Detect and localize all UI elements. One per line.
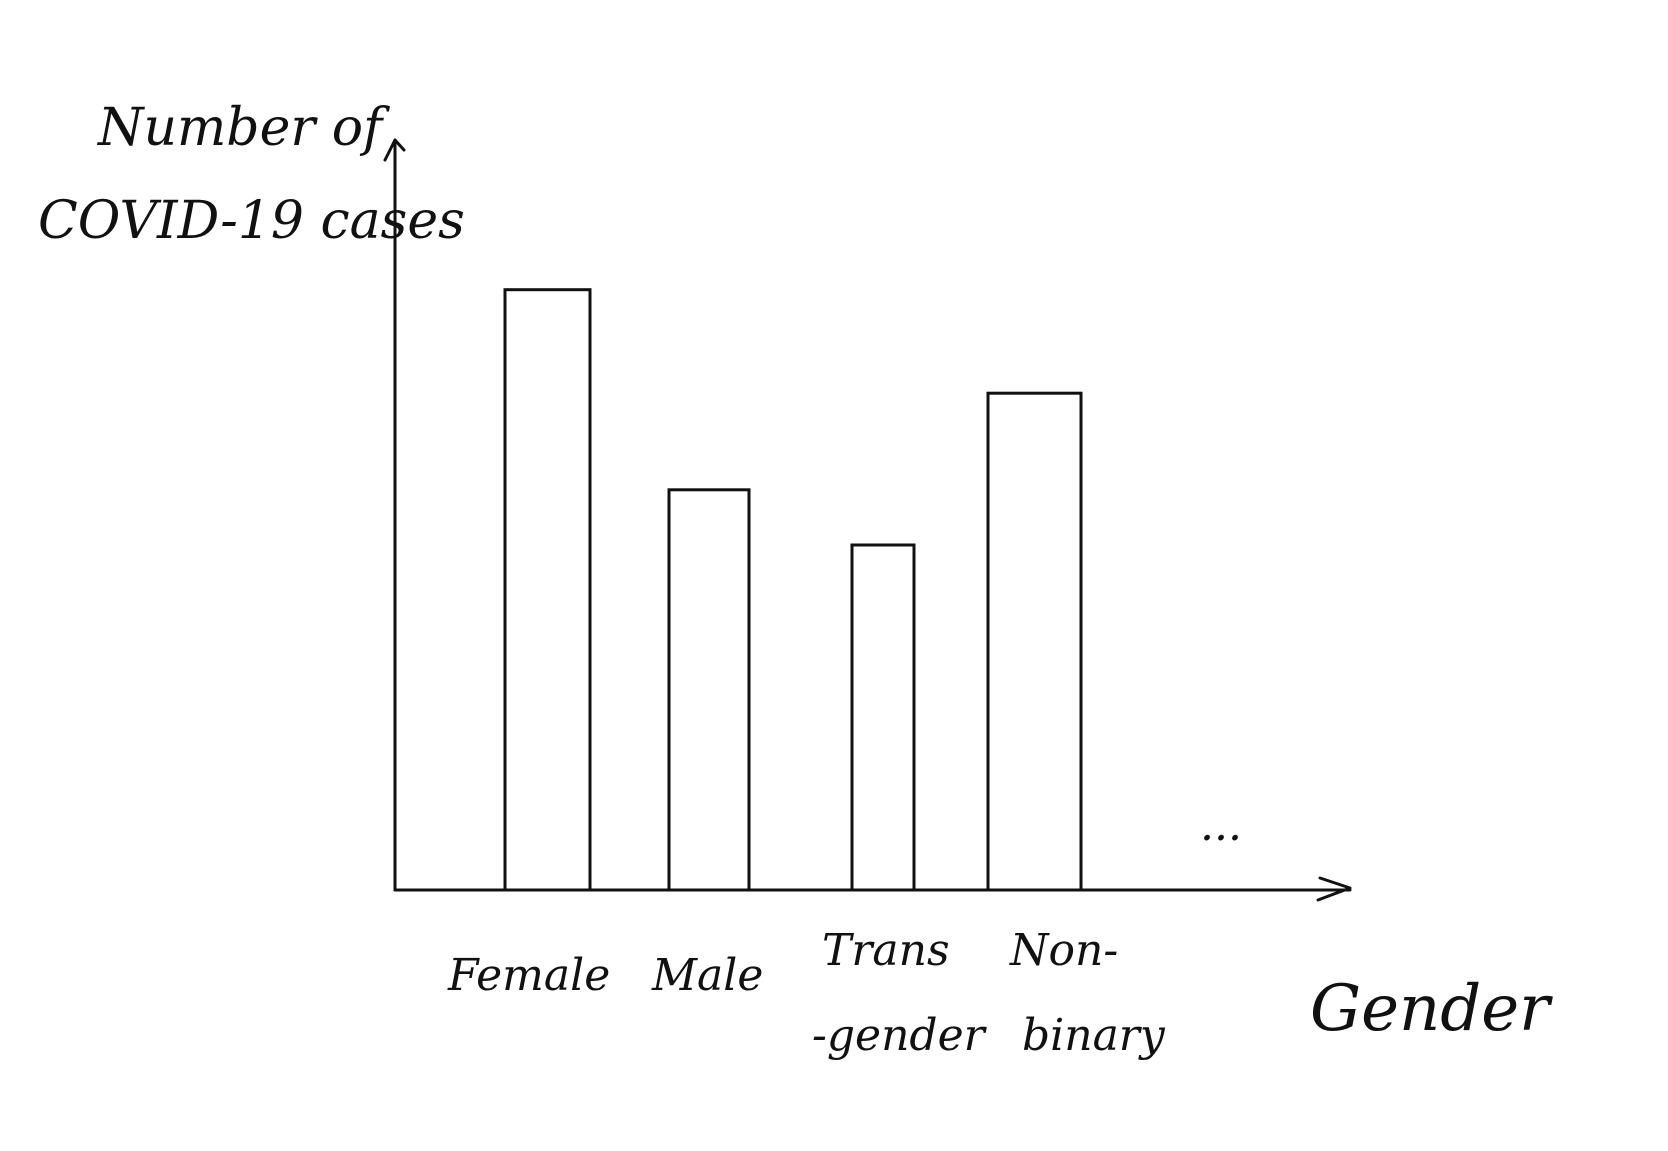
y-axis-label-line-2: COVID-19 cases xyxy=(38,191,465,251)
tick-label-1-line-0: Male xyxy=(651,950,763,1001)
bar-2 xyxy=(850,543,916,892)
tick-label-0-line-0: Female xyxy=(447,950,610,1001)
bar-3 xyxy=(986,391,1083,892)
y-axis-label-line-1: Number of xyxy=(96,98,390,158)
bar-0 xyxy=(503,288,592,892)
tick-label-3-line-0: Non- xyxy=(1009,925,1118,976)
tick-labels-group: Female Male Trans -gender Non-binary xyxy=(447,925,1166,1061)
y-axis-arrowhead xyxy=(383,138,406,162)
more-categories-ellipsis: ... xyxy=(1200,800,1242,851)
bars-group xyxy=(503,288,1083,892)
tick-label-2-line-1: -gender xyxy=(812,1010,988,1061)
x-axis-label: Gender xyxy=(1310,972,1553,1046)
x-axis-arrowhead xyxy=(1316,876,1352,902)
bar-1 xyxy=(667,488,751,892)
tick-label-3-line-1: binary xyxy=(1022,1010,1166,1061)
tick-label-2-line-0: Trans xyxy=(822,925,950,976)
